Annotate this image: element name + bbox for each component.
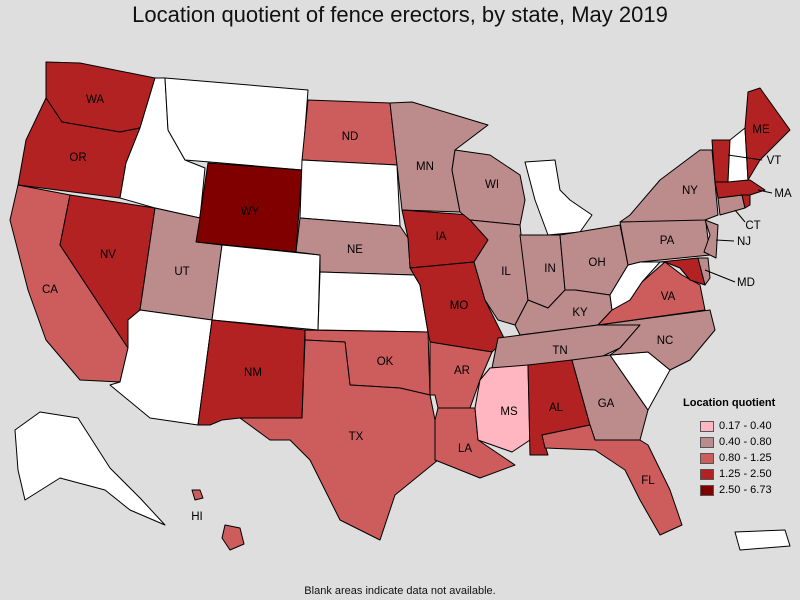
state-label-ny: NY [682, 185, 698, 197]
legend-title: Location quotient [683, 397, 776, 409]
leader-line-ct [734, 209, 746, 223]
state-label-vt: VT [767, 155, 782, 167]
state-label-pa: PA [660, 235, 675, 247]
state-ks[interactable] [317, 271, 429, 333]
state-label-ia: IA [436, 231, 447, 243]
state-label-va: VA [661, 291, 676, 303]
state-pr[interactable] [734, 529, 791, 551]
state-label-nc: NC [657, 335, 674, 347]
state-vt[interactable] [711, 139, 731, 183]
state-label-wy: WY [241, 206, 260, 218]
state-label-hi: HI [191, 511, 203, 523]
state-label-fl: FL [641, 475, 655, 487]
leader-line-nj [715, 239, 735, 242]
state-label-mo: MO [450, 300, 469, 312]
state-label-mn: MN [416, 161, 434, 173]
state-label-wi: WI [485, 179, 499, 191]
legend-swatch [700, 452, 714, 464]
state-label-ut: UT [174, 266, 189, 278]
legend-item: 2.50 - 6.73 [683, 482, 798, 498]
state-label-md: MD [737, 277, 755, 289]
state-me[interactable] [744, 87, 791, 181]
legend-item: 0.40 - 0.80 [683, 434, 798, 450]
state-nj[interactable] [703, 219, 719, 259]
state-label-ca: CA [42, 284, 58, 296]
legend-label: 0.17 - 0.40 [719, 420, 772, 432]
state-label-or: OR [69, 152, 86, 164]
state-label-la: LA [458, 443, 472, 455]
legend-label: 0.80 - 1.25 [719, 452, 772, 464]
state-label-tx: TX [349, 431, 364, 443]
state-label-nd: ND [342, 131, 359, 143]
legend-label: 2.50 - 6.73 [719, 484, 772, 496]
state-label-me: ME [752, 124, 770, 136]
leader-line-md [704, 269, 736, 283]
map-title: Location quotient of fence erectors, by … [132, 2, 668, 27]
state-label-ga: GA [598, 398, 615, 410]
state-label-nj: NJ [737, 236, 751, 248]
state-label-il: IL [501, 266, 511, 278]
legend-item: 0.80 - 1.25 [683, 450, 798, 466]
state-label-ky: KY [572, 307, 588, 319]
state-tx[interactable] [239, 339, 439, 541]
state-label-ne: NE [347, 244, 363, 256]
state-label-nm: NM [244, 367, 262, 379]
state-ct[interactable] [717, 194, 746, 216]
legend: Location quotient 0.17 - 0.40 0.40 - 0.8… [683, 397, 798, 498]
state-ny[interactable] [619, 149, 719, 223]
state-label-ms: MS [500, 406, 518, 418]
footnote: Blank areas indicate data not available. [304, 585, 496, 597]
state-de[interactable] [697, 257, 711, 286]
leader-line-ma [757, 189, 773, 194]
state-labels: WA OR CA NV WY UT NM ND NE OK TX MN IA M… [42, 94, 792, 523]
state-label-ct: CT [745, 220, 760, 232]
state-sd[interactable] [299, 159, 401, 227]
legend-item: 0.17 - 0.40 [683, 418, 798, 434]
label-leader-lines [704, 154, 773, 283]
state-label-oh: OH [588, 257, 605, 269]
state-nc[interactable] [597, 309, 716, 371]
state-ma[interactable] [714, 179, 766, 199]
state-fl[interactable] [541, 424, 683, 536]
state-mi[interactable] [524, 159, 593, 236]
state-ak[interactable] [14, 411, 166, 526]
legend-label: 0.40 - 0.80 [719, 436, 772, 448]
legend-item: 1.25 - 2.50 [683, 466, 798, 482]
state-hi-small-islands[interactable] [191, 489, 204, 501]
state-hi[interactable] [221, 524, 245, 551]
legend-swatch [700, 420, 714, 432]
state-mt[interactable] [164, 77, 309, 171]
state-label-ar: AR [454, 365, 470, 377]
legend-swatch [700, 468, 714, 480]
state-co[interactable] [211, 244, 321, 331]
state-shapes [9, 61, 791, 551]
state-label-in: IN [544, 263, 556, 275]
state-label-al: AL [549, 402, 564, 414]
legend-label: 1.25 - 2.50 [719, 468, 772, 480]
leader-line-vt [727, 154, 763, 161]
legend-swatch [700, 436, 714, 448]
state-label-ok: OK [377, 356, 394, 368]
state-label-ma: MA [774, 188, 792, 200]
state-label-nv: NV [100, 249, 116, 261]
state-label-tn: TN [552, 345, 567, 357]
state-label-wa: WA [86, 94, 104, 106]
legend-swatch [700, 484, 714, 496]
